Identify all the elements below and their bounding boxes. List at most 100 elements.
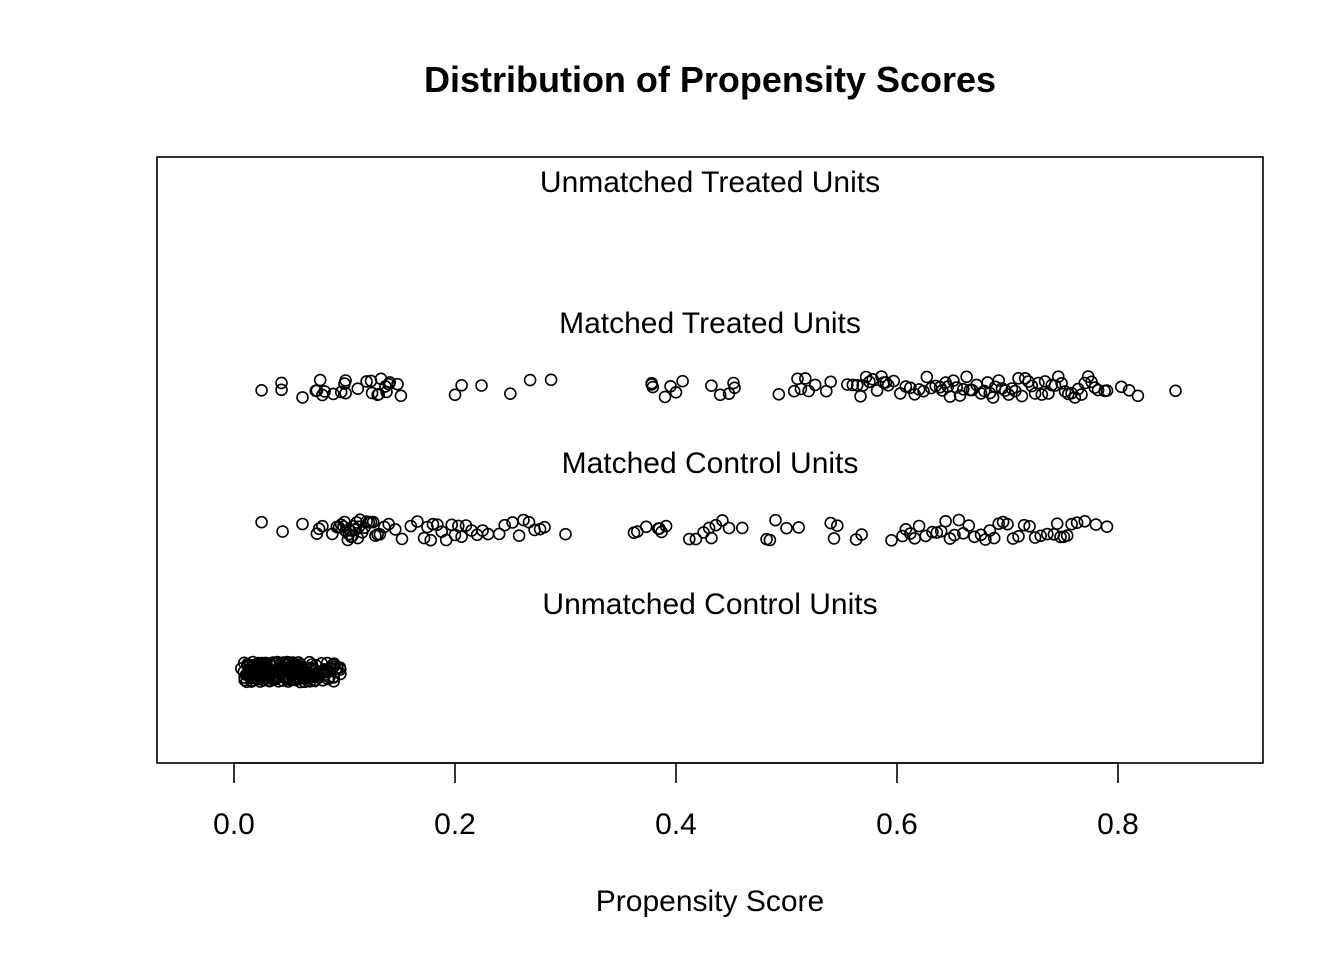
data-point <box>1089 518 1103 531</box>
data-point <box>780 521 793 535</box>
data-point <box>1054 530 1067 544</box>
data-point <box>517 513 530 527</box>
group-label: Unmatched Control Units <box>542 588 877 621</box>
data-point <box>896 529 909 543</box>
data-point <box>475 379 488 392</box>
x-tick-label: 0.2 <box>434 808 476 841</box>
data-point <box>523 373 537 387</box>
data-point <box>1006 532 1020 545</box>
data-point <box>866 372 880 386</box>
data-point <box>956 382 970 396</box>
data-point <box>255 383 268 397</box>
data-point <box>659 519 673 533</box>
data-point <box>544 373 558 387</box>
group-label: Unmatched Treated Units <box>540 166 880 199</box>
data-point <box>1115 380 1128 394</box>
data-point <box>676 374 689 388</box>
data-point <box>417 531 431 545</box>
data-point <box>1002 388 1015 401</box>
data-point <box>316 519 329 533</box>
data-point <box>682 532 696 546</box>
data-point <box>1100 384 1114 397</box>
data-point <box>968 530 981 544</box>
data-point <box>879 376 893 389</box>
data-point <box>728 381 741 395</box>
data-point <box>792 521 806 534</box>
data-point <box>919 529 933 543</box>
data-point <box>1058 385 1072 398</box>
data-point <box>950 381 964 394</box>
x-tick-label: 0.0 <box>213 808 255 841</box>
data-point <box>1169 384 1182 398</box>
data-point <box>912 519 926 533</box>
data-point <box>863 375 876 389</box>
data-point <box>1122 383 1136 397</box>
data-point <box>870 384 884 397</box>
data-point <box>735 521 749 535</box>
data-point <box>383 376 397 389</box>
group-labels: Unmatched Treated Units Matched Treated U… <box>540 166 880 621</box>
data-point <box>920 370 934 384</box>
x-tick-label: 0.6 <box>876 808 918 841</box>
x-tick-label: 0.4 <box>655 808 697 841</box>
data-point <box>325 527 339 541</box>
data-point <box>388 523 402 536</box>
data-point <box>787 384 801 398</box>
data-point <box>1041 527 1054 541</box>
data-point <box>689 532 703 546</box>
data-point <box>885 533 898 547</box>
data-point <box>276 525 289 538</box>
data-point <box>360 375 373 388</box>
data-points <box>235 370 1182 689</box>
data-point <box>722 521 736 535</box>
data-point <box>296 391 309 404</box>
data-point <box>296 517 309 531</box>
data-point <box>1028 531 1042 544</box>
data-point <box>646 380 660 394</box>
data-point <box>379 380 392 393</box>
data-point <box>798 372 812 385</box>
data-point <box>962 519 976 532</box>
data-point <box>1131 389 1145 403</box>
data-point <box>802 384 815 398</box>
data-point <box>275 376 288 390</box>
data-point <box>827 532 841 545</box>
data-point <box>1023 519 1036 533</box>
data-point <box>333 661 347 674</box>
data-point <box>1050 517 1064 531</box>
data-point <box>1001 517 1014 531</box>
data-point <box>1078 376 1092 390</box>
data-point <box>430 518 444 532</box>
data-point <box>323 670 336 684</box>
data-point <box>899 522 913 536</box>
data-point <box>394 389 408 403</box>
data-point <box>372 387 386 401</box>
data-point <box>763 533 777 547</box>
data-point <box>846 378 860 392</box>
data-point <box>974 387 988 400</box>
data-point <box>960 370 973 384</box>
data-point <box>953 389 967 402</box>
data-point <box>992 374 1006 387</box>
data-point <box>1065 517 1078 531</box>
data-point <box>887 374 901 388</box>
data-point <box>830 519 844 533</box>
data-point <box>275 383 288 397</box>
data-point <box>455 530 468 544</box>
data-point <box>1025 379 1039 393</box>
data-point <box>943 390 957 403</box>
data-point <box>365 386 379 400</box>
x-axis: 0.0 0.2 0.4 0.6 0.8 <box>213 762 1139 841</box>
data-point <box>658 390 672 404</box>
data-point <box>850 378 864 392</box>
data-point <box>769 513 782 527</box>
data-point <box>1005 382 1019 395</box>
data-point <box>824 375 838 389</box>
data-point <box>312 522 326 536</box>
data-point <box>498 518 512 532</box>
data-point <box>1048 379 1062 392</box>
data-point <box>1078 514 1092 528</box>
data-point <box>351 382 365 396</box>
data-point <box>998 384 1012 397</box>
